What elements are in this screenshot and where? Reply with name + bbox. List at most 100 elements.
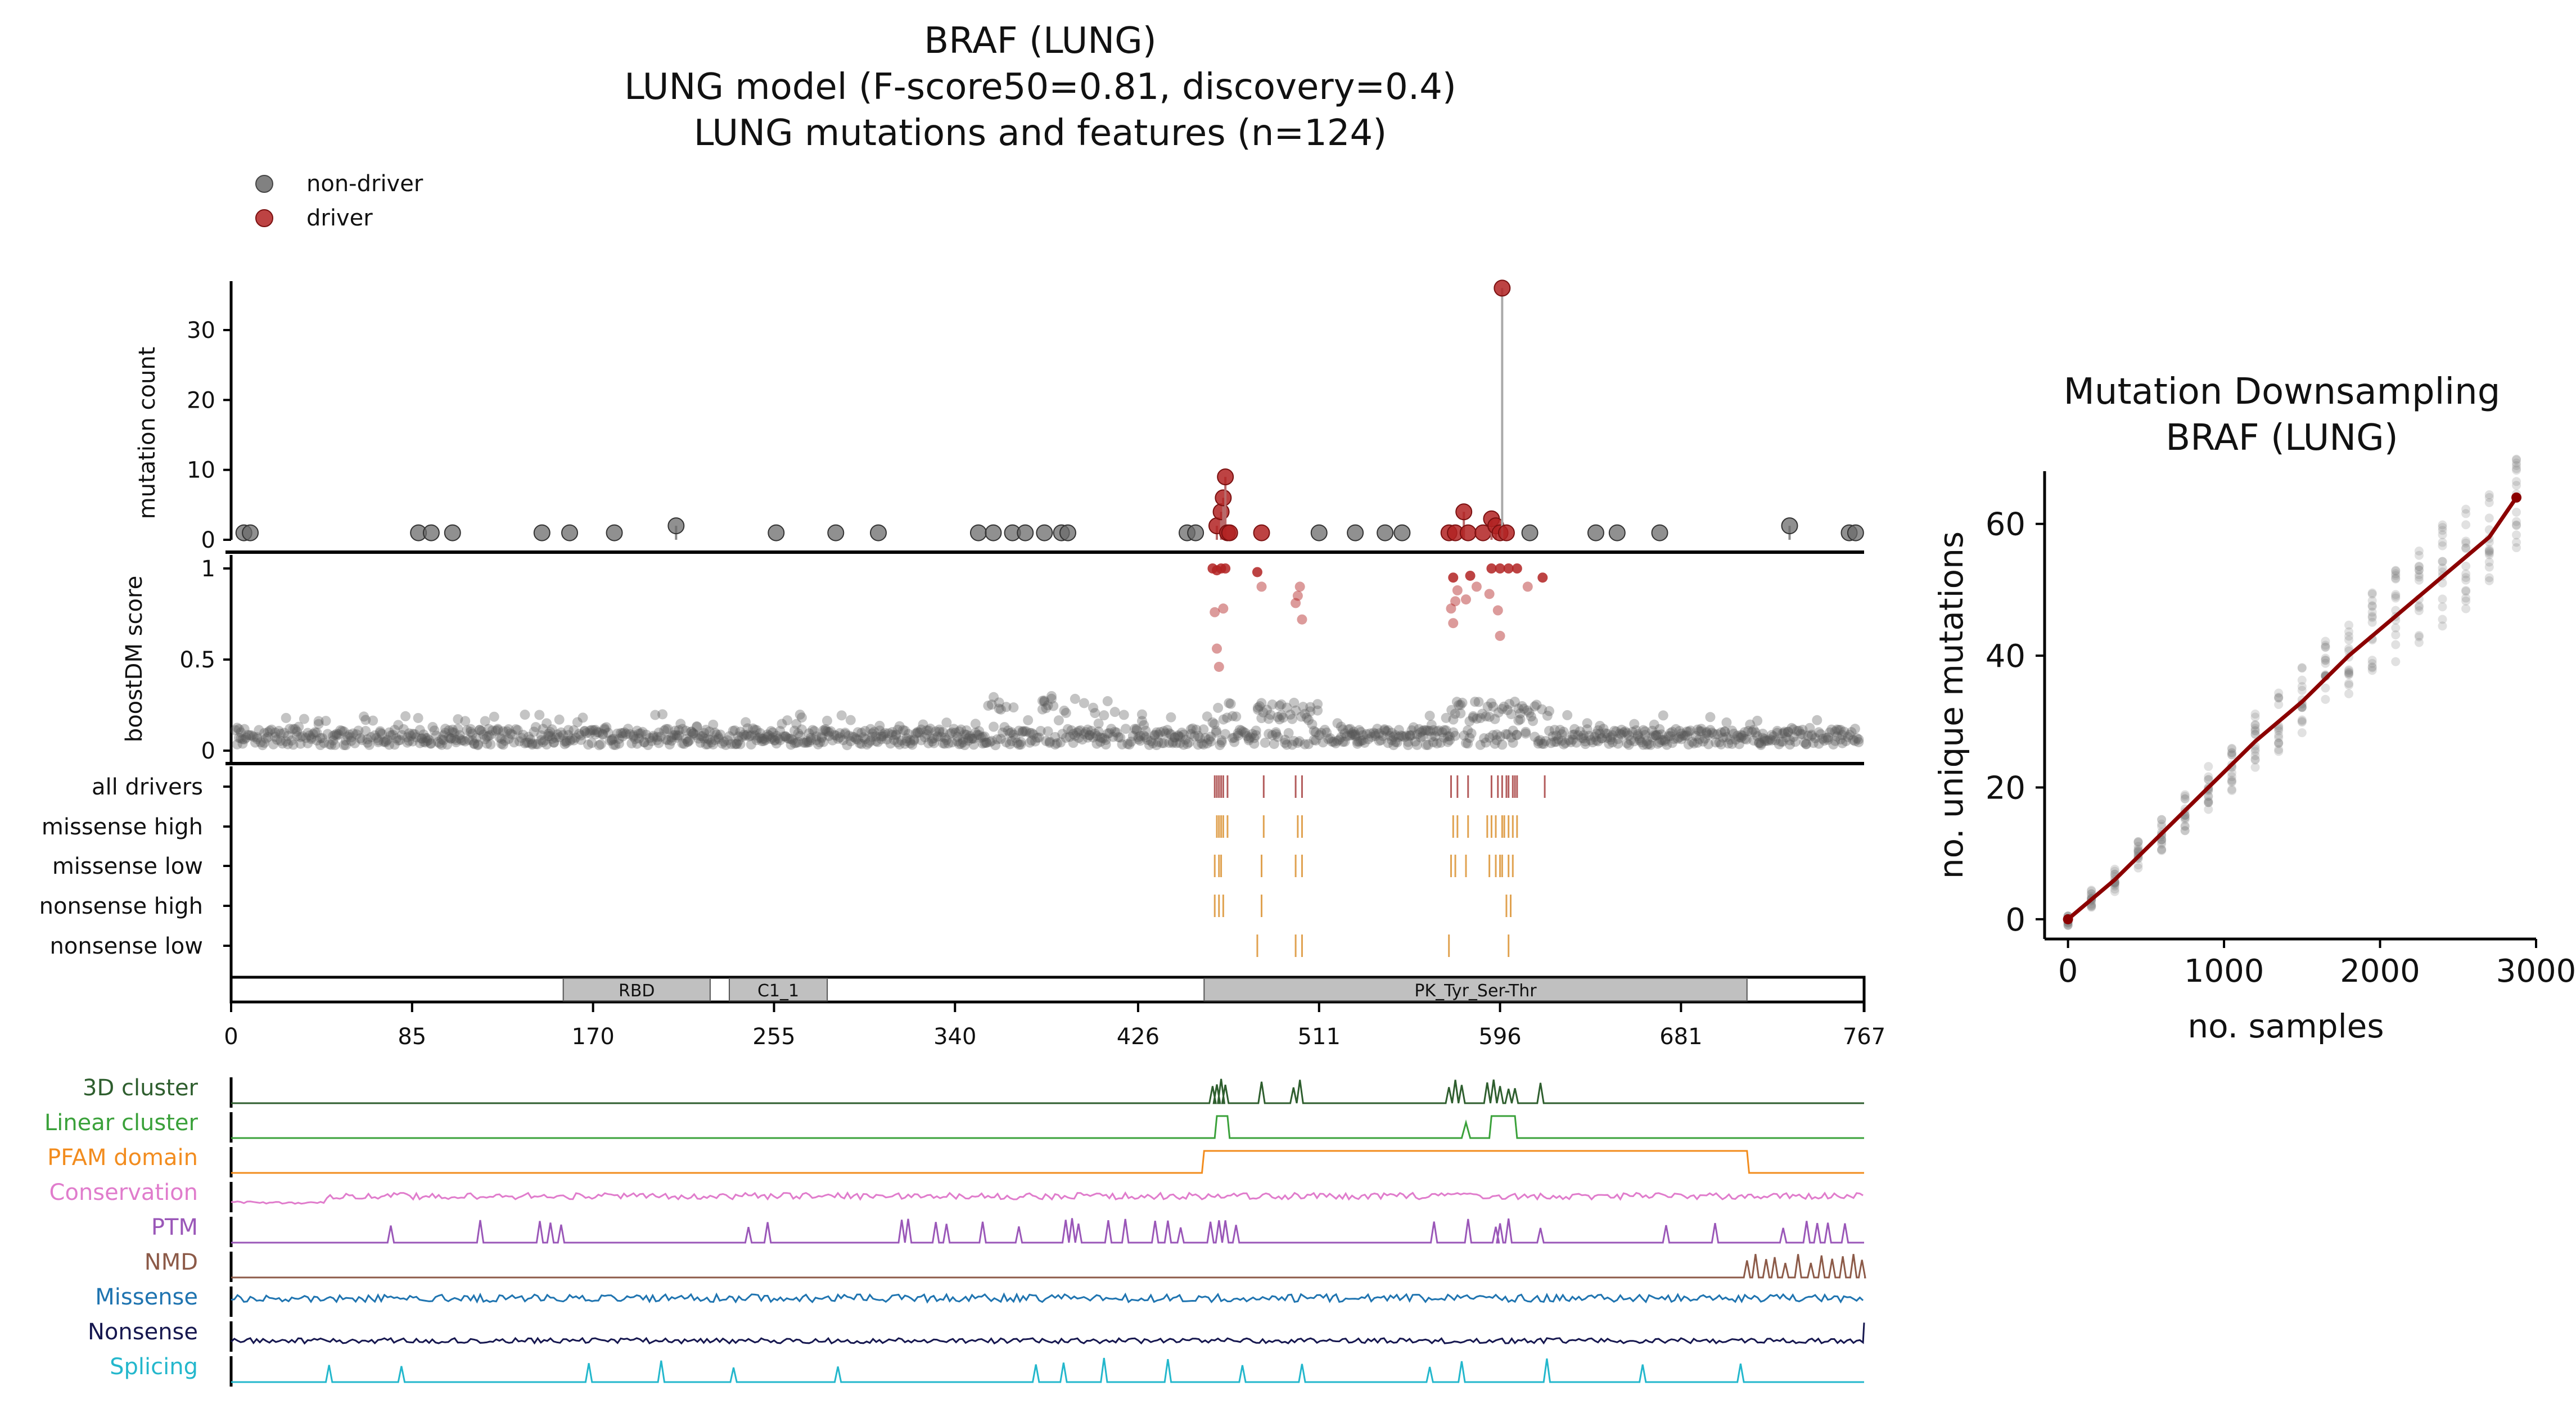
non-driver-score-point	[484, 730, 494, 741]
non-driver-score-point	[732, 739, 742, 750]
non-driver-score-point	[999, 722, 1010, 733]
non-driver-score-point	[1354, 725, 1365, 735]
non-driver-score-point	[1592, 725, 1603, 735]
non-driver-score-point	[1707, 728, 1717, 738]
non-driver-score-point	[845, 736, 856, 747]
downsampling-point	[2157, 845, 2167, 855]
non-driver-score-point	[514, 736, 525, 747]
non-driver-score-point	[1658, 710, 1668, 721]
downsampling-point	[2414, 565, 2424, 575]
non-driver-score-point	[1164, 728, 1175, 739]
non-driver-score-point	[1607, 730, 1618, 741]
non-driver-score-point	[979, 738, 990, 748]
non-driver-score-point	[1649, 719, 1659, 730]
non-driver-score-point	[1332, 718, 1343, 729]
non-driver-score-point	[542, 718, 552, 729]
non-driver-score-point	[393, 735, 404, 746]
non-driver-score-point	[1399, 732, 1410, 742]
non-driver-score-point	[619, 727, 630, 738]
non-driver-score-point	[469, 738, 480, 749]
non-driver-score-point	[1457, 697, 1468, 708]
non-driver-score-point	[998, 727, 1008, 738]
downsampling-point	[2274, 733, 2284, 743]
non-driver-score-point	[312, 735, 322, 746]
non-driver-score-point	[1023, 715, 1034, 725]
non-driver-score-point	[400, 711, 411, 721]
non-driver-score-point	[1575, 726, 1585, 737]
downsampling-point	[2204, 772, 2213, 782]
non-driver-score-point	[384, 739, 395, 750]
non-driver-score-point	[1743, 726, 1754, 737]
non-driver-score-point	[1041, 735, 1052, 746]
non-driver-score-point	[796, 712, 807, 723]
non-driver-score-point	[563, 725, 574, 735]
non-driver-score-point	[706, 737, 716, 748]
non-driver-score-point	[1757, 733, 1768, 743]
non-driver-score-point	[502, 726, 512, 737]
non-driver-score-point	[1783, 726, 1793, 737]
non-driver-score-point	[1334, 734, 1345, 745]
non-driver-score-point	[1759, 734, 1770, 744]
non-driver-score-point	[1124, 739, 1135, 750]
downsampling-x-label: no. samples	[2187, 1007, 2384, 1045]
non-driver-score-point	[840, 729, 851, 739]
non-driver-score-point	[281, 712, 291, 723]
non-driver-score-point	[612, 728, 622, 739]
non-driver-score-point	[1741, 734, 1752, 745]
non-driver-score-point	[1356, 735, 1366, 746]
non-driver-score-point	[704, 726, 715, 737]
non-driver-score-point	[1091, 731, 1102, 742]
downsampling-point	[2180, 826, 2190, 836]
non-driver-score-point	[1578, 733, 1589, 744]
non-driver-score-point	[1747, 726, 1757, 737]
downsampling-point	[2414, 547, 2424, 556]
non-driver-score-point	[1169, 732, 1180, 743]
downsampling-point	[2180, 792, 2190, 801]
feature-track-line	[231, 1357, 1864, 1383]
non-driver-score-point	[1093, 718, 1104, 729]
downsampling-point	[2461, 504, 2471, 514]
non-driver-score-point	[487, 725, 498, 736]
non-driver-score-point	[1481, 711, 1491, 722]
non-driver-score-point	[940, 732, 950, 743]
non-driver-score-point	[1332, 735, 1343, 746]
downsampling-y-tick-label: 0	[2005, 902, 2025, 938]
non-driver-score-point	[1301, 712, 1312, 723]
non-driver-score-point	[1267, 730, 1278, 741]
driver-score-point	[1486, 563, 1497, 574]
non-driver-score-point	[1014, 725, 1025, 736]
non-driver-score-point	[241, 732, 251, 743]
non-driver-score-point	[994, 703, 1004, 714]
mutation-count-y-tick-label: 0	[201, 527, 215, 553]
non-driver-score-point	[1234, 724, 1245, 735]
non-driver-score-point	[1173, 730, 1184, 741]
non-driver-score-point	[414, 725, 425, 735]
non-driver-score-point	[465, 726, 476, 737]
non-driver-score-point	[1007, 736, 1017, 747]
downsampling-point	[2297, 675, 2307, 685]
non-driver-score-point	[1698, 736, 1708, 747]
non-driver-score-point	[1131, 724, 1142, 734]
downsampling-point	[2512, 543, 2521, 553]
non-driver-score-point	[481, 738, 492, 749]
non-driver-score-point	[447, 727, 458, 738]
non-driver-score-point	[1801, 739, 1812, 750]
downsampling-point	[2438, 538, 2447, 547]
non-driver-score-point	[1455, 699, 1466, 710]
non-driver-score-point	[921, 729, 932, 739]
downsampling-point	[2087, 886, 2096, 895]
non-driver-score-point	[315, 733, 326, 743]
driver-score-point	[1446, 603, 1456, 614]
non-driver-score-point	[699, 733, 710, 744]
non-driver-score-point	[322, 729, 333, 739]
non-driver-score-point	[1689, 738, 1699, 749]
non-driver-score-point	[387, 730, 398, 741]
downsampling-point	[2344, 680, 2354, 690]
non-driver-score-point	[259, 738, 270, 748]
non-driver-score-point	[1396, 730, 1406, 741]
non-driver-score-point	[617, 728, 628, 739]
non-driver-score-point	[1264, 729, 1274, 739]
non-driver-score-point	[1473, 697, 1484, 707]
